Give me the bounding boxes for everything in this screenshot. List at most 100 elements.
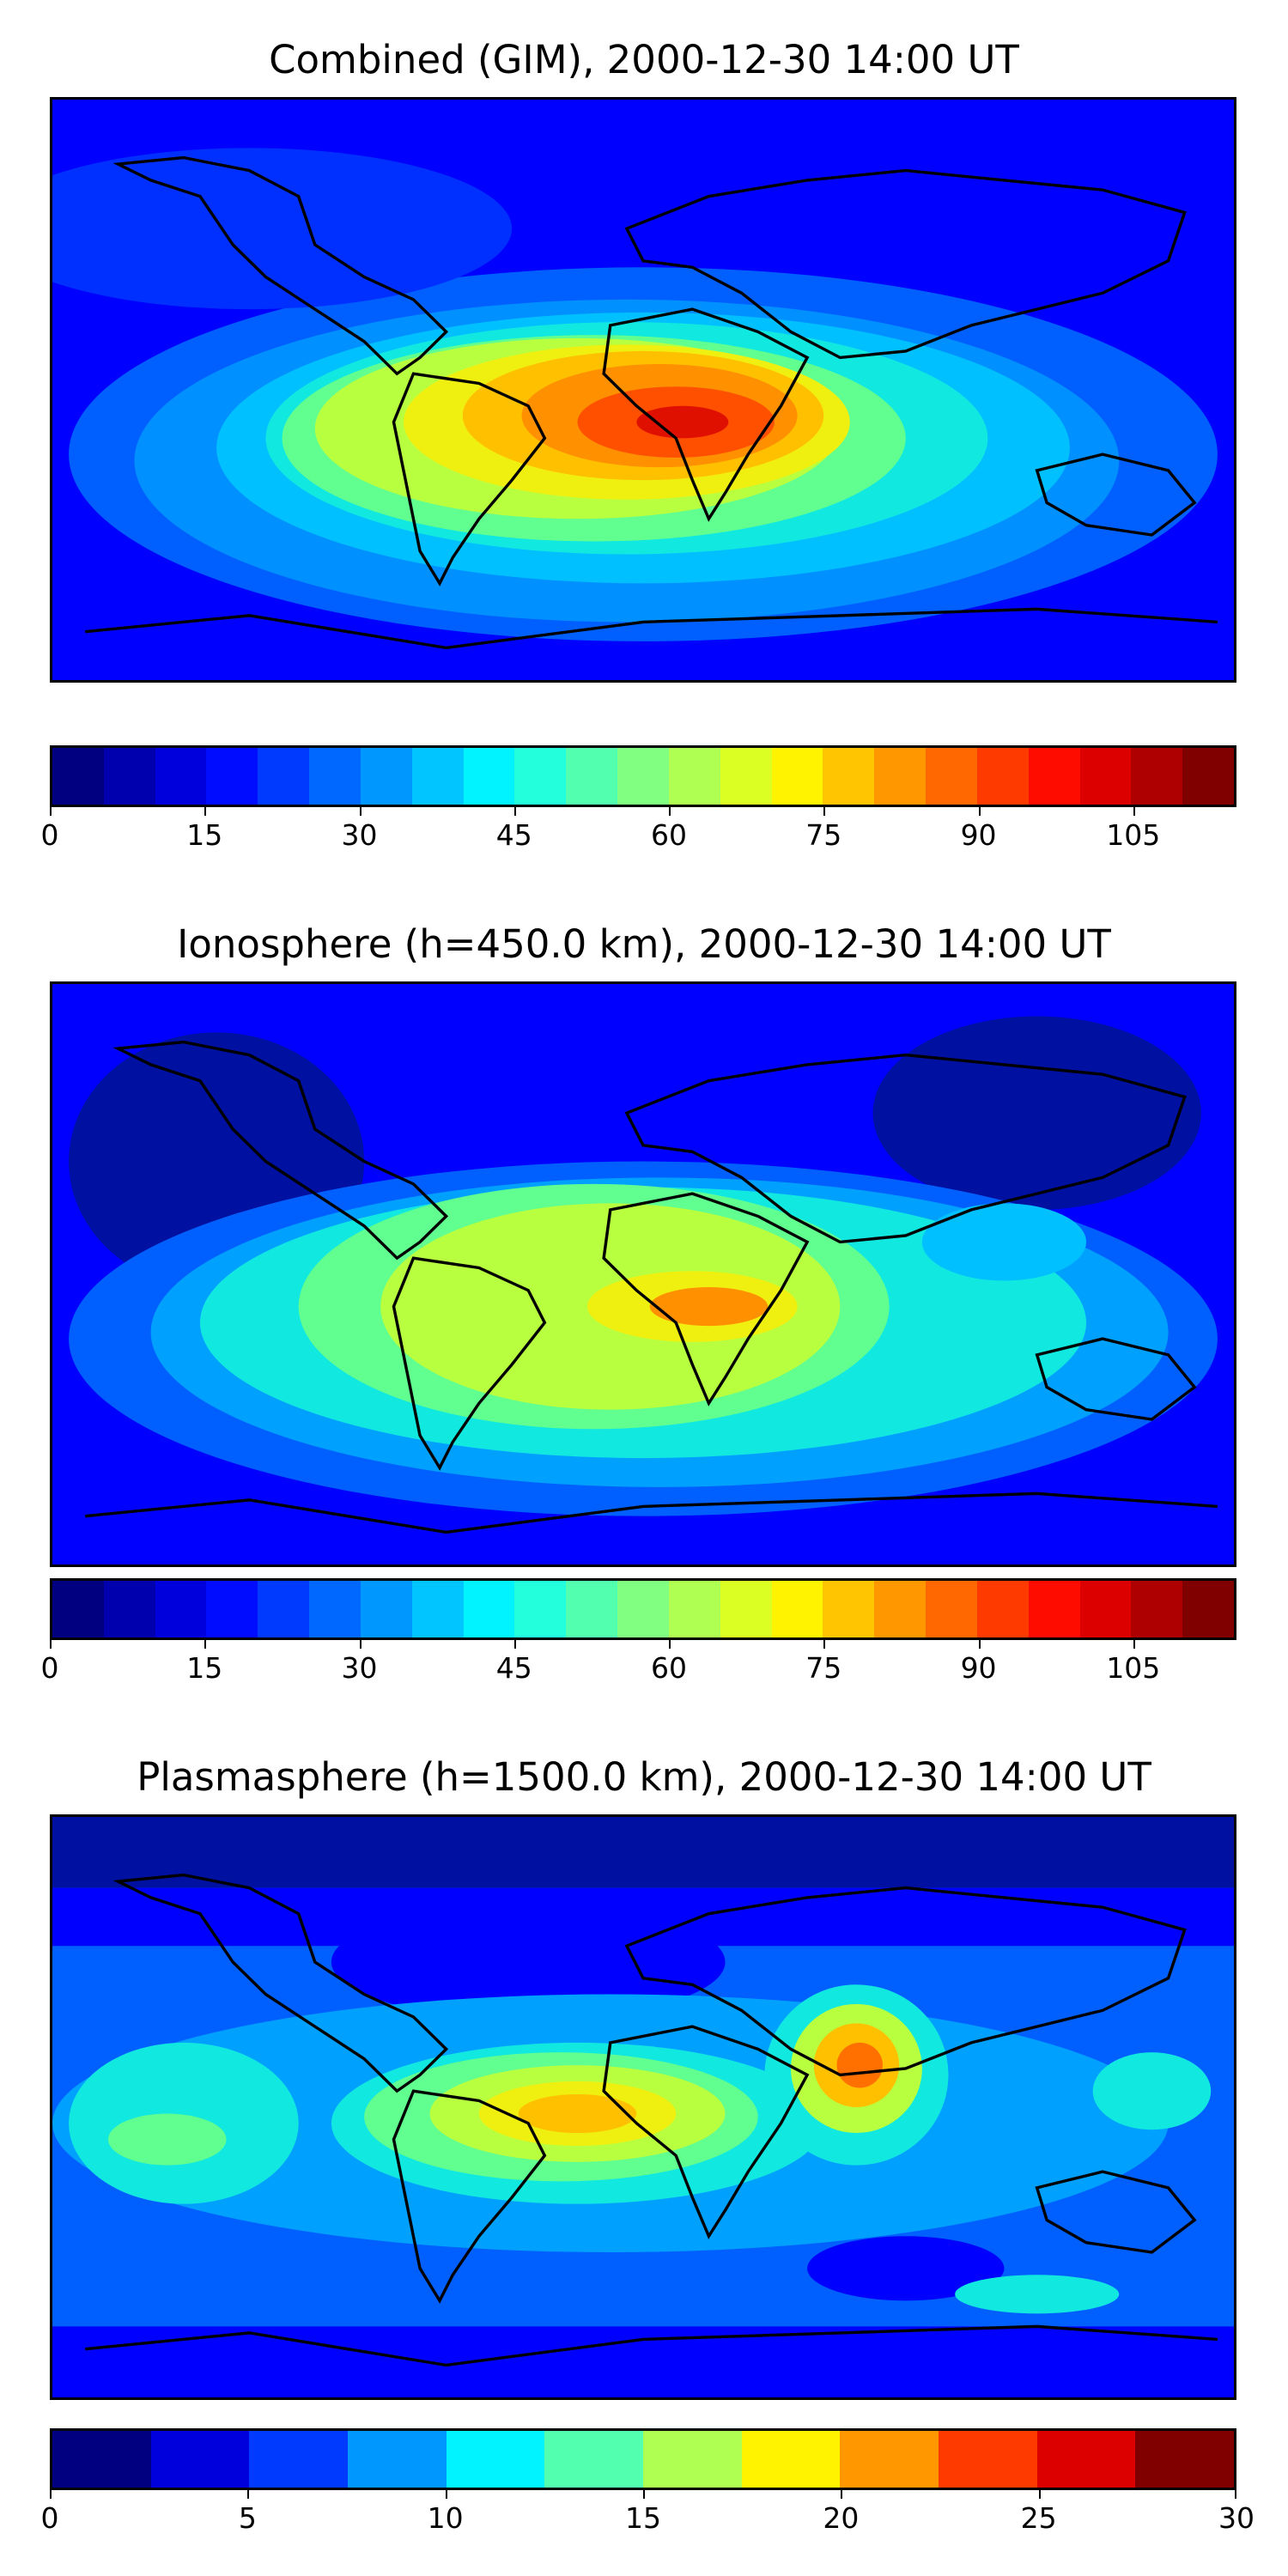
colorbar-ticks-plasmasphere: 0 5 10 15 20 25 30 <box>41 2490 1255 2535</box>
colorbar-tick-label: 15 <box>186 818 223 852</box>
colorbar-tick <box>50 2490 52 2499</box>
colorbar-level <box>309 1581 361 1637</box>
colorbar-level <box>977 748 1030 805</box>
colorbar-level <box>514 748 567 805</box>
colorbar-level <box>566 748 618 805</box>
colorbar-tick-label: 20 <box>823 2501 860 2535</box>
colorbar-tick-label: 30 <box>341 818 378 852</box>
colorbar-tick <box>204 807 207 816</box>
colorbar-level <box>1131 1581 1183 1637</box>
colorbar-tick <box>823 807 826 816</box>
colorbar-level <box>412 748 465 805</box>
coastlines-ionosphere <box>85 1040 1218 1534</box>
colorbar-level <box>258 1581 310 1637</box>
colorbar-level <box>669 1581 721 1637</box>
colorbar-tick <box>643 2490 645 2499</box>
colorbar-level <box>52 2431 152 2488</box>
colorbar-tick-label: 45 <box>495 1651 532 1685</box>
coastlines-combined <box>85 155 1218 650</box>
map-combined <box>50 97 1236 683</box>
colorbar-tick-label: 90 <box>960 1651 997 1685</box>
coastlines-plasmasphere <box>85 1873 1218 2367</box>
colorbar-tick-label: 105 <box>1106 818 1161 852</box>
colorbar-tick-label: 15 <box>186 1651 223 1685</box>
colorbar-tick <box>50 807 52 816</box>
colorbar-level <box>464 748 515 805</box>
colorbar-level <box>643 2431 743 2488</box>
colorbar-tick <box>669 1640 671 1649</box>
colorbar-level <box>514 1581 567 1637</box>
colorbar-level <box>977 1581 1030 1637</box>
colorbar-tick <box>823 1640 826 1649</box>
colorbar-level <box>669 748 721 805</box>
colorbar-level <box>1080 748 1132 805</box>
colorbar-tick <box>1133 807 1135 816</box>
colorbar-tick <box>50 1640 52 1649</box>
colorbar-level <box>874 748 927 805</box>
colorbar-level <box>348 2431 447 2488</box>
colorbar-tick <box>1038 2490 1041 2499</box>
colorbar-tick-label: 60 <box>651 1651 688 1685</box>
colorbar-level <box>926 748 978 805</box>
colorbar-ticks-combined: 0 15 30 45 60 75 90 105 <box>41 807 1236 852</box>
colorbar-level <box>1080 1581 1132 1637</box>
colorbar-ionosphere <box>50 1578 1236 1640</box>
colorbar-tick <box>513 1640 516 1649</box>
colorbar-tick-label: 25 <box>1020 2501 1057 2535</box>
colorbar-tick-label: 15 <box>625 2501 661 2535</box>
colorbar-level <box>874 1581 927 1637</box>
colorbar-level <box>617 748 670 805</box>
colorbar-tick-label: 30 <box>341 1651 378 1685</box>
colorbar-level <box>249 2431 349 2488</box>
contours-ionosphere <box>69 1016 1218 1516</box>
colorbar-tick <box>359 1640 361 1649</box>
colorbar-level <box>742 2431 841 2488</box>
colorbar-tick <box>841 2490 843 2499</box>
colorbar-tick <box>247 2490 250 2499</box>
colorbar-level <box>361 1581 413 1637</box>
colorbar-tick-label: 5 <box>238 2501 257 2535</box>
contours-plasmasphere <box>52 1817 1234 2397</box>
colorbar-level <box>1131 748 1183 805</box>
colorbar-level <box>104 748 156 805</box>
colorbar-tick <box>445 2490 447 2499</box>
colorbar-tick-label: 60 <box>651 818 688 852</box>
colorbar-tick-label: 0 <box>40 1651 59 1685</box>
colorbar-level <box>772 1581 823 1637</box>
colorbar-level <box>52 748 105 805</box>
colorbar-tick <box>978 1640 981 1649</box>
colorbar-level <box>104 1581 156 1637</box>
colorbar-level <box>1135 2431 1234 2488</box>
colorbar-tick <box>359 807 361 816</box>
colorbar-level <box>720 1581 773 1637</box>
panel-title-combined: Combined (GIM), 2000-12-30 14:00 UT <box>269 37 1019 82</box>
colorbar-tick-label: 75 <box>805 1651 842 1685</box>
panel-title-plasmasphere: Plasmasphere (h=1500.0 km), 2000-12-30 1… <box>137 1754 1151 1800</box>
colorbar-plasmasphere <box>50 2428 1236 2490</box>
colorbar-level <box>566 1581 618 1637</box>
map-ionosphere <box>50 981 1236 1567</box>
contours-combined <box>52 148 1218 641</box>
colorbar-tick-label: 10 <box>427 2501 464 2535</box>
colorbar-level <box>309 748 361 805</box>
colorbar-level <box>720 748 773 805</box>
colorbar-tick <box>1235 2490 1236 2499</box>
colorbar-level <box>464 1581 515 1637</box>
colorbar-tick-label: 105 <box>1106 1651 1161 1685</box>
colorbar-level <box>1182 1581 1234 1637</box>
panel-title-ionosphere: Ionosphere (h=450.0 km), 2000-12-30 14:0… <box>177 921 1111 967</box>
colorbar-tick-label: 45 <box>495 818 532 852</box>
colorbar-level <box>52 1581 105 1637</box>
colorbar-tick <box>513 807 516 816</box>
colorbar-tick-label: 0 <box>40 818 59 852</box>
colorbar-tick-label: 90 <box>960 818 997 852</box>
colorbar-level <box>544 2431 644 2488</box>
colorbar-level <box>1037 2431 1136 2488</box>
colorbar-level <box>1029 748 1081 805</box>
colorbar-level <box>155 748 207 805</box>
colorbar-level <box>151 2431 250 2488</box>
colorbar-tick-label: 0 <box>40 2501 59 2535</box>
colorbar-tick-label: 75 <box>805 818 842 852</box>
colorbar-tick-label: 30 <box>1218 2501 1255 2535</box>
colorbar-level <box>772 748 823 805</box>
